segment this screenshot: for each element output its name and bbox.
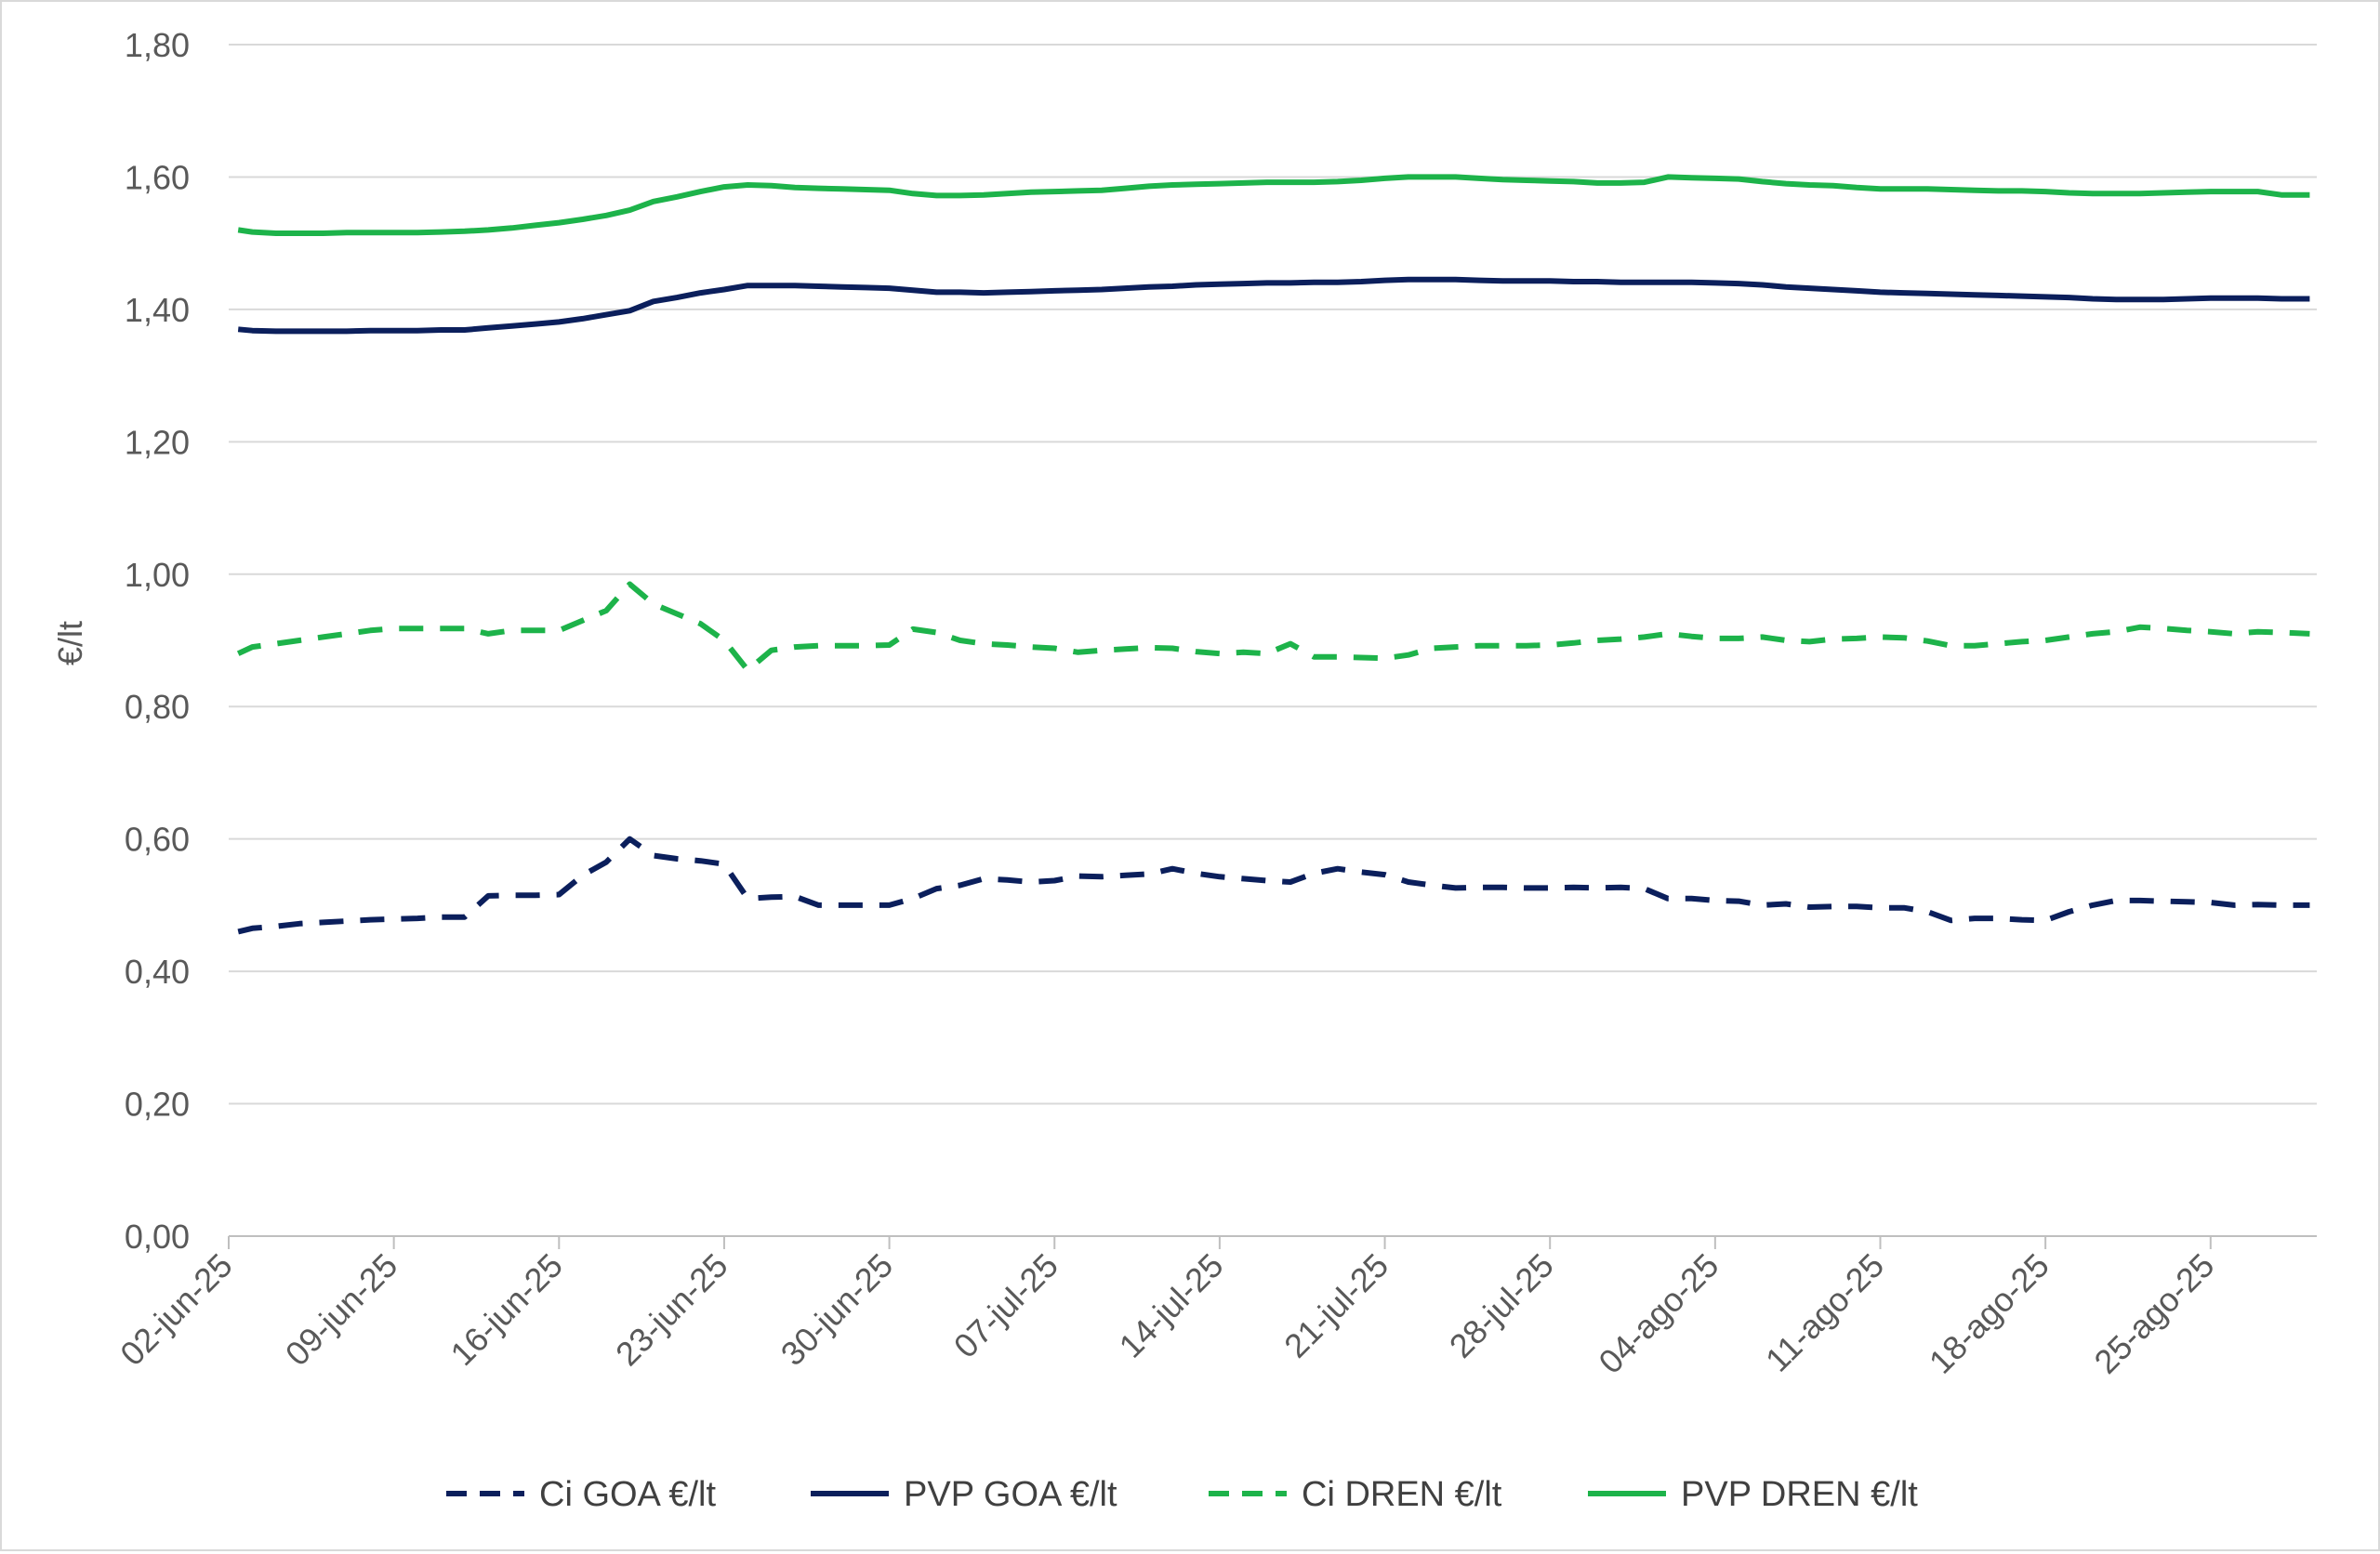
x-tick-label: 11-ago-25 — [1758, 1246, 1891, 1379]
x-tick-label: 30-jun-25 — [774, 1246, 901, 1374]
y-tick-label: 1,00 — [125, 556, 190, 594]
y-tick-label: 0,20 — [125, 1086, 190, 1124]
legend-label: Ci DREN €/lt — [1302, 1475, 1502, 1514]
x-axis — [228, 1235, 2317, 1249]
y-tick-label: 0,60 — [125, 821, 190, 859]
legend-label: Ci GOA €/lt — [539, 1475, 716, 1514]
x-tick-label: 04-ago-25 — [1591, 1246, 1726, 1381]
y-tick-label: 1,20 — [125, 423, 190, 461]
series-line-3 — [236, 581, 2310, 674]
x-tick-label: 25-ago-25 — [2086, 1246, 2221, 1381]
y-axis-ticks: 0,00 0,20 0,40 0,60 0,80 1,00 1,20 1,40 1,60 1,80 — [125, 26, 190, 1256]
x-tick-label: 21-jul-25 — [1276, 1246, 1395, 1365]
series-line-4 — [237, 174, 2310, 236]
y-tick-label: 1,80 — [125, 26, 190, 64]
series-line-2 — [237, 276, 2310, 335]
legend: Ci GOA €/lt PVP GOA €/lt Ci DREN €/lt PVP D… — [446, 1475, 1918, 1514]
x-tick-label: 14-jul-25 — [1112, 1246, 1231, 1365]
x-tick-label: 16-jun-25 — [443, 1246, 570, 1374]
x-tick-label: 18-ago-25 — [1922, 1246, 2056, 1381]
y-tick-label: 0,40 — [125, 953, 190, 991]
y-tick-label: 0,80 — [125, 688, 190, 726]
x-axis-ticks: 02-jun-25 09-jun-25 16-jun-25 23-jun-25 30-j… — [112, 1246, 2221, 1381]
x-tick-label: 23-jun-25 — [608, 1246, 735, 1374]
gridlines — [229, 44, 2317, 1105]
series-line-1 — [237, 836, 2310, 935]
series-lines — [236, 174, 2310, 935]
y-tick-label: 1,40 — [125, 291, 190, 329]
y-axis-label: €/lt — [51, 621, 89, 665]
x-tick-label: 07-jul-25 — [946, 1246, 1065, 1365]
y-tick-label: 1,60 — [125, 158, 190, 196]
legend-label: PVP DREN €/lt — [1681, 1475, 1918, 1514]
x-tick-label: 02-jun-25 — [112, 1246, 240, 1374]
legend-label: PVP GOA €/lt — [904, 1475, 1117, 1514]
x-tick-label: 09-jun-25 — [278, 1246, 405, 1374]
y-tick-label: 0,00 — [125, 1218, 190, 1256]
x-tick-label: 28-jul-25 — [1442, 1246, 1561, 1365]
